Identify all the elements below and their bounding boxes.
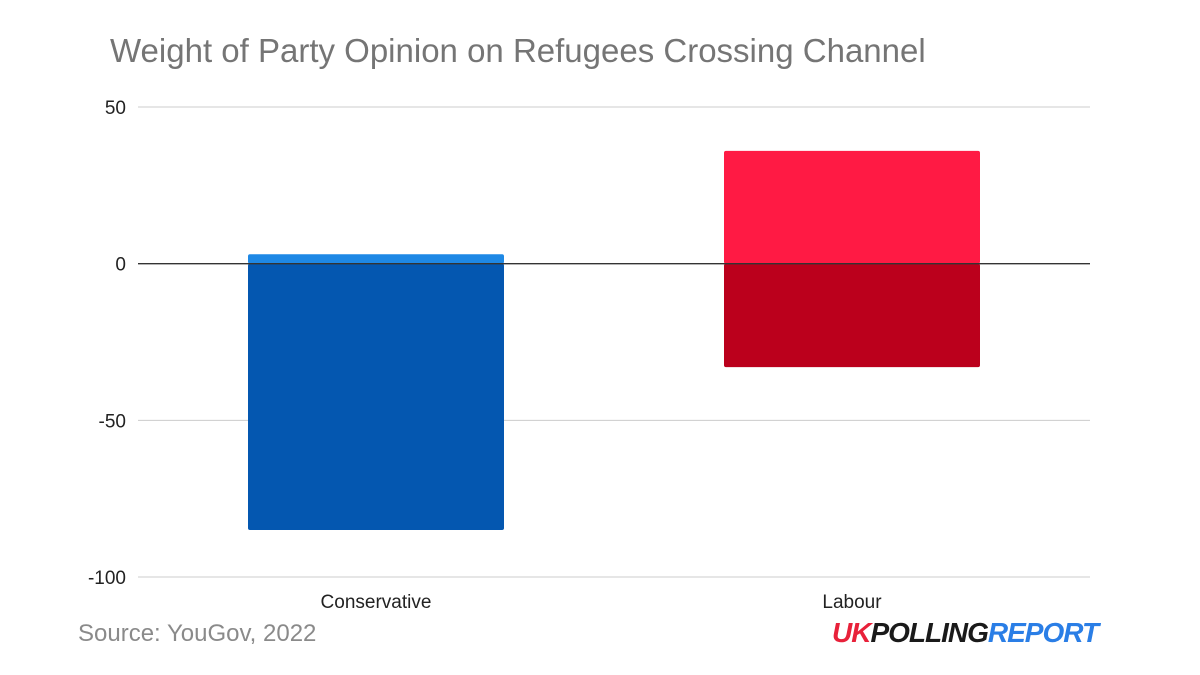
axes: 50 0 -50 -100 Conservative Labour <box>88 98 1090 613</box>
logo-uk: UK <box>832 617 871 648</box>
y-tick-label: 50 <box>105 98 126 119</box>
bar-positive <box>724 150 980 264</box>
bars <box>248 150 980 530</box>
bar-negative <box>724 263 980 368</box>
logo-polling: POLLING <box>870 617 988 648</box>
source-note: Source: YouGov, 2022 <box>78 620 317 647</box>
logo-report: REPORT <box>987 617 1099 648</box>
uk-polling-report-logo: UKPOLLINGREPORT <box>832 617 1099 649</box>
bar-negative <box>248 263 504 530</box>
bar-positive <box>248 254 504 264</box>
x-category-label: Conservative <box>321 592 432 613</box>
chart-title: Weight of Party Opinion on Refugees Cros… <box>110 32 926 69</box>
x-category-label: Labour <box>822 592 882 613</box>
y-tick-label: -50 <box>99 411 126 432</box>
y-tick-label: -100 <box>88 568 126 589</box>
y-tick-label: 0 <box>115 255 126 276</box>
